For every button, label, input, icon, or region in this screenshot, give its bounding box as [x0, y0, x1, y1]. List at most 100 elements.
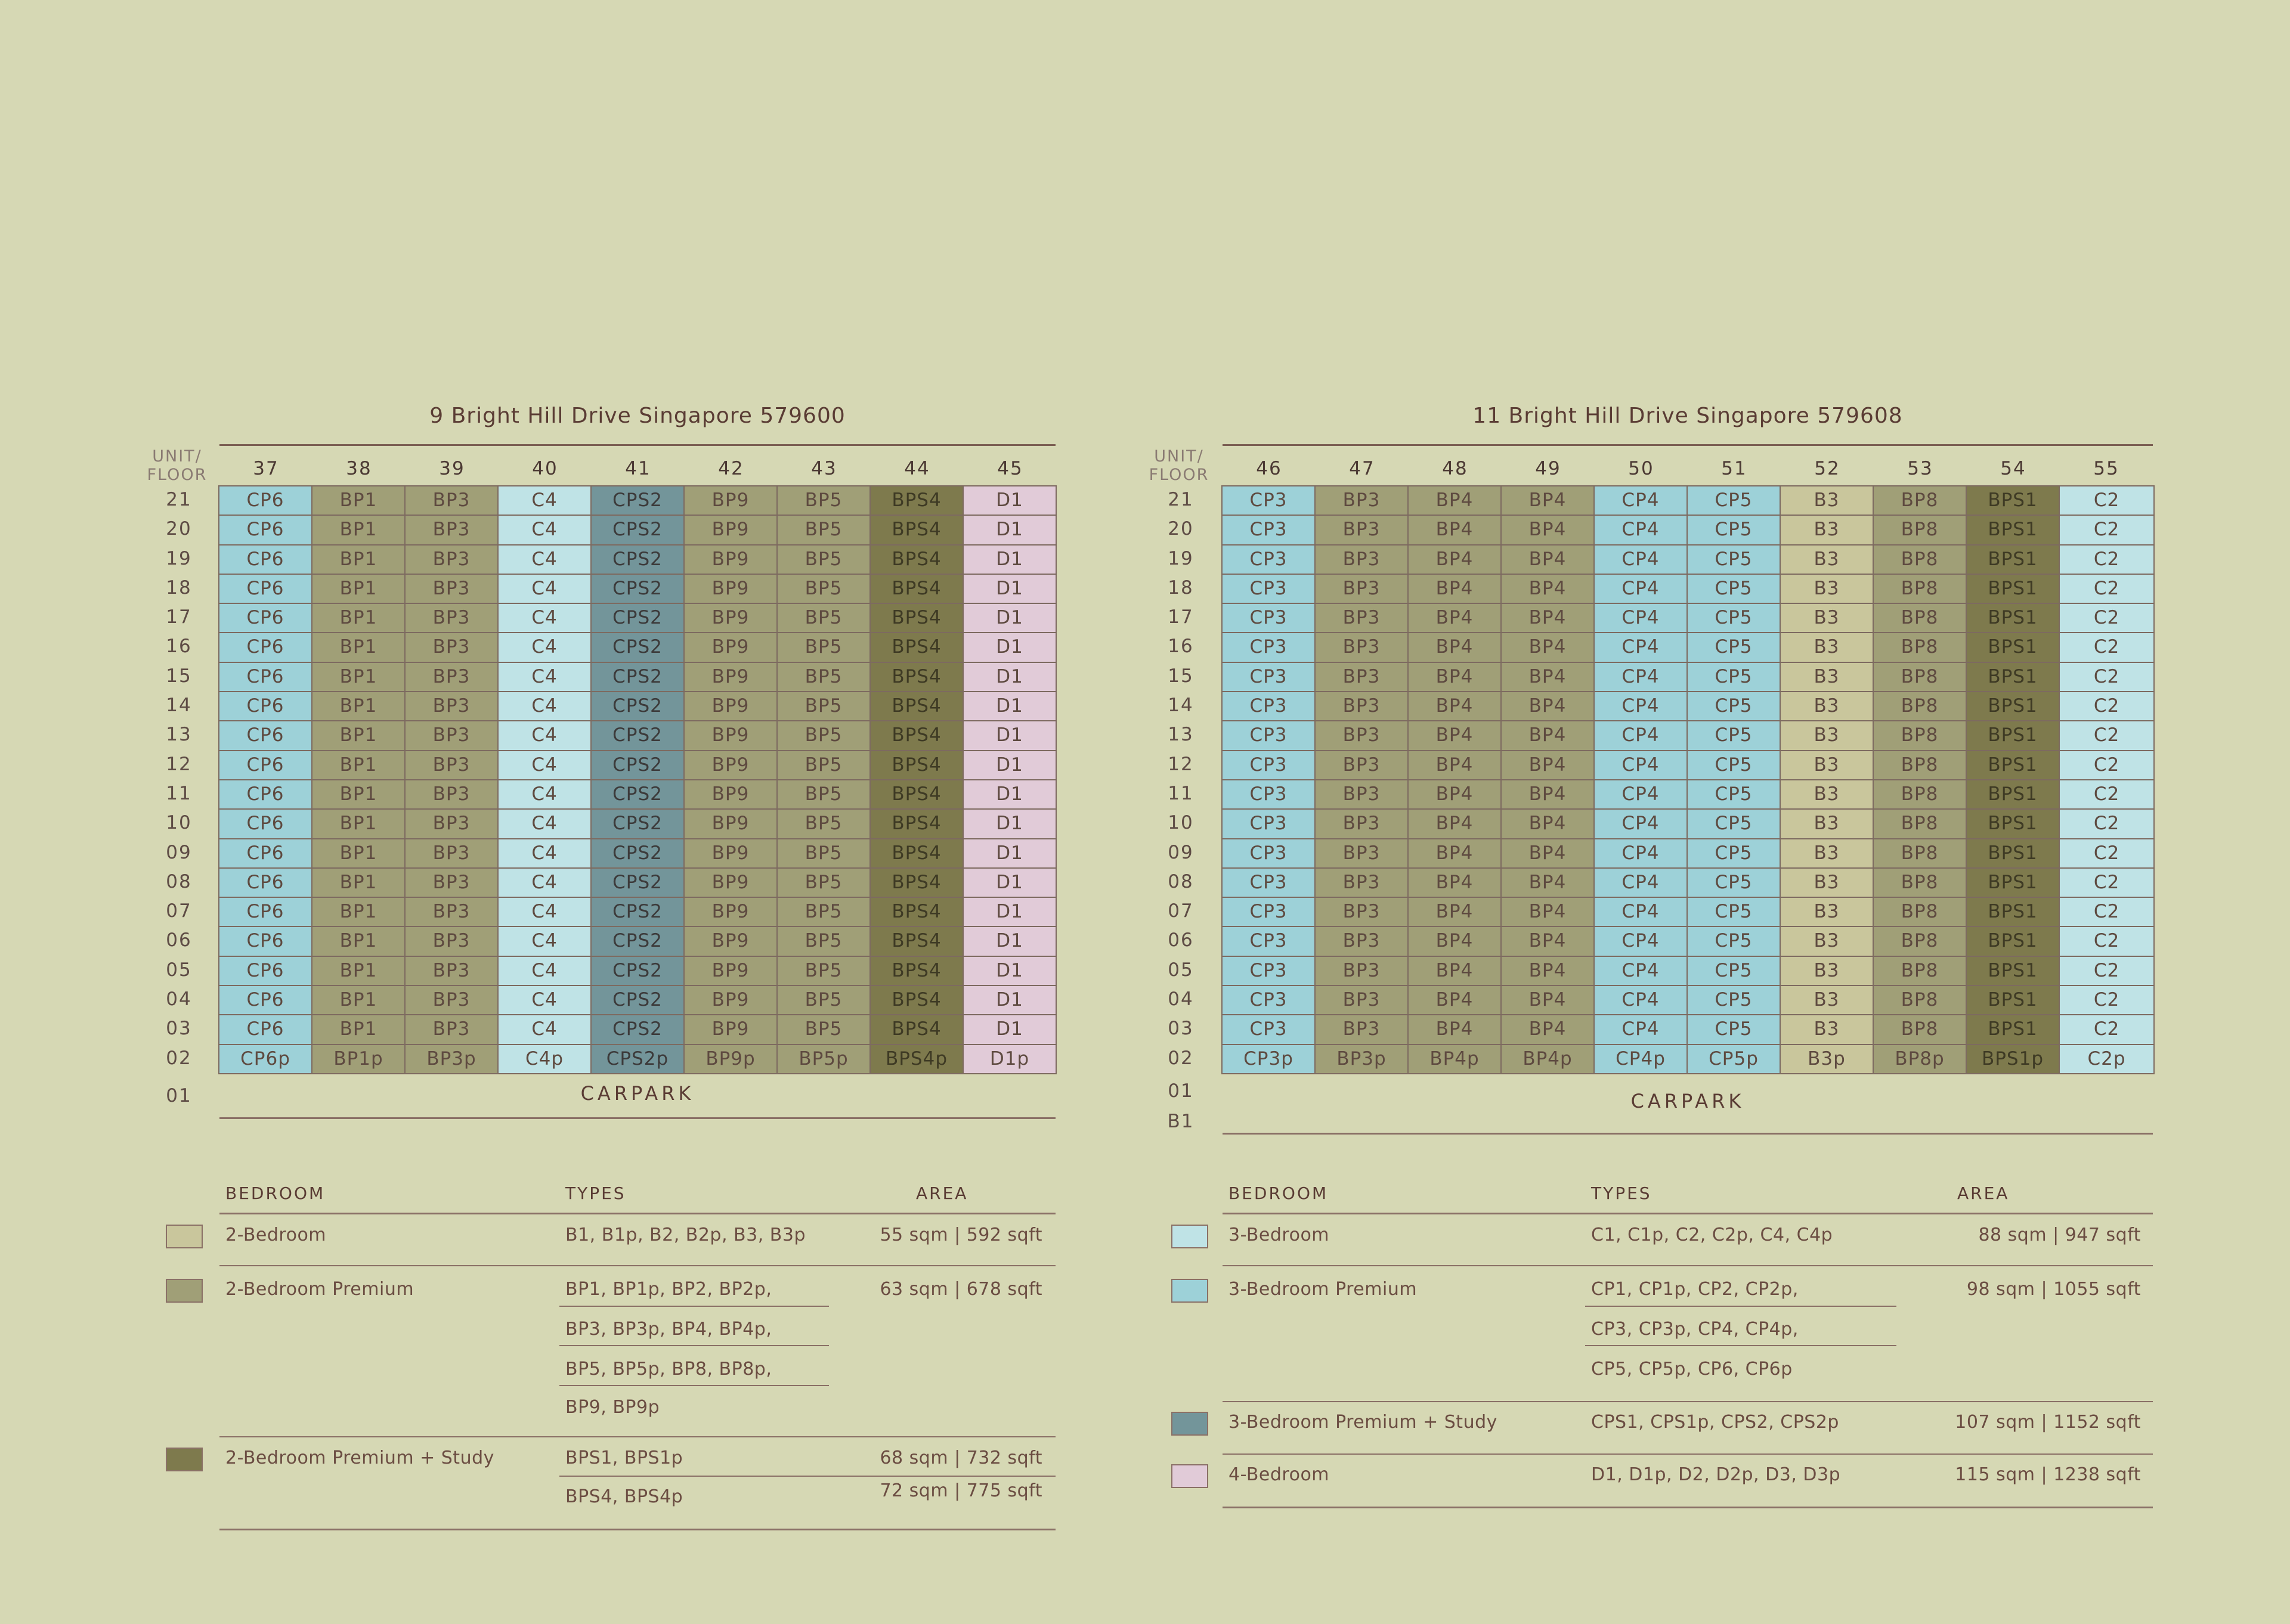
legend-area: 55 sqm | 592 sqft [880, 1225, 1042, 1245]
unit-cell: CPS2 [592, 780, 685, 810]
unit-number-53: 53 [1907, 458, 1933, 479]
unit-cell: BP4 [1409, 839, 1502, 869]
unit-cell: BP8 [1874, 956, 1967, 987]
unit-cell: CP3 [1223, 780, 1316, 810]
legend-types: CPS1, CPS1p, CPS2, CPS2p [1591, 1412, 1839, 1433]
floor-label-10: 10 [166, 812, 192, 834]
floor-label-09: 09 [1168, 841, 1194, 863]
unit-cell: C2 [2060, 692, 2153, 722]
unit-cell: BPS1 [1967, 986, 2060, 1016]
legend-row-rule [1223, 1265, 2153, 1266]
unit-cell: C2 [2060, 868, 2153, 898]
unit-cell: B3 [1781, 545, 1874, 575]
unit-cell: BP3 [1316, 839, 1409, 869]
unit-cell: BP3 [1316, 1015, 1409, 1045]
building-title: 11 Bright Hill Drive Singapore 579608 [1472, 404, 1903, 428]
unit-number-49: 49 [1535, 458, 1561, 479]
unit-cell: BP9 [685, 604, 778, 634]
unit-cell: C4 [499, 927, 592, 957]
unit-cell: C2 [2060, 574, 2153, 605]
unit-number-39: 39 [439, 458, 465, 479]
unit-cell: D1 [964, 927, 1056, 957]
unit-cell: C4 [499, 721, 592, 751]
unit-cell: CP3 [1223, 868, 1316, 898]
unit-cell: BP1 [312, 956, 406, 987]
unit-cell: D1 [964, 633, 1056, 663]
unit-cell: BP4 [1409, 780, 1502, 810]
unit-cell: C2 [2060, 516, 2153, 546]
carpark-rule [1223, 1133, 2153, 1135]
floor-label-07: 07 [166, 900, 192, 922]
unit-cell: BP3 [406, 868, 499, 898]
unit-cell: BPS1 [1967, 927, 2060, 957]
unit-cell: BP5 [778, 839, 871, 869]
legend-bedroom: 2-Bedroom Premium [225, 1279, 414, 1300]
unit-cell: B3 [1781, 516, 1874, 546]
unit-cell: CP6 [219, 810, 312, 839]
legend-bedroom: 3-Bedroom Premium [1228, 1279, 1418, 1300]
unit-cell: BP8 [1874, 486, 1967, 516]
legend-bottom-rule [1223, 1507, 2153, 1508]
floor-label-17: 17 [1168, 606, 1194, 628]
unit-cell: BPS1 [1967, 692, 2060, 722]
unit-cell: CP4 [1595, 721, 1688, 751]
unit-cell: BPS4 [871, 1015, 964, 1045]
unit-cell: BP9 [685, 721, 778, 751]
legend-types: CP3, CP3p, CP4, CP4p, [1591, 1319, 1799, 1340]
unit-cell: D1 [964, 810, 1056, 839]
unit-cell: CPS2 [592, 633, 685, 663]
floor-label-15: 15 [166, 665, 192, 687]
floor-label-20: 20 [166, 518, 192, 540]
unit-cell: BP9 [685, 810, 778, 839]
unit-cell: CPS2 [592, 898, 685, 928]
unit-number-40: 40 [532, 458, 558, 479]
unit-cell: BP1 [312, 633, 406, 663]
legend-subrule [559, 1306, 829, 1307]
floor-labels: 21 20 19 18 17 16 15 14 13 12 11 10 09 08 07 06 05 04 03 02 [143, 485, 215, 1073]
legend-area: 63 sqm | 678 sqft [880, 1279, 1042, 1300]
legend-types: B1, B1p, B2, B2p, B3, B3p [565, 1225, 806, 1245]
unit-cell: CP5 [1688, 721, 1781, 751]
unit-cell: B3 [1781, 721, 1874, 751]
unit-cell: B3 [1781, 956, 1874, 987]
unit-cell: CP5 [1688, 545, 1781, 575]
carpark-label: CARPARK [580, 1082, 695, 1105]
unit-cell: BP9 [685, 751, 778, 780]
unit-cell: BP4 [1409, 574, 1502, 605]
unit-cell: BP8 [1874, 574, 1967, 605]
unit-number-37: 37 [253, 458, 279, 479]
unit-number-42: 42 [718, 458, 744, 479]
legend-header-rule [219, 1213, 1056, 1214]
unit-cell: CP5 [1688, 927, 1781, 957]
unit-cell: BP8 [1874, 721, 1967, 751]
unit-cell: BP1 [312, 604, 406, 634]
unit-cell: BP1 [312, 721, 406, 751]
unit-cell: C4 [499, 1015, 592, 1045]
unit-cell: C2p [2060, 1045, 2153, 1073]
unit-cell: BP3 [1316, 868, 1409, 898]
unit-cell: CP4 [1595, 927, 1688, 957]
unit-cell: CP6 [219, 516, 312, 546]
legend-header-area: AREA [1957, 1183, 2010, 1203]
legend-header-types: TYPES [1591, 1183, 1652, 1203]
legend-types: BP9, BP9p [565, 1397, 660, 1418]
unit-cell: CPS2 [592, 839, 685, 869]
unit-cell: BP3 [1316, 898, 1409, 928]
unit-cell: BPS4 [871, 927, 964, 957]
floor-label-03: 03 [1168, 1018, 1194, 1040]
unit-cell: D1 [964, 1015, 1056, 1045]
unit-cell: BP1 [312, 927, 406, 957]
floor-label: FLOOR [1149, 466, 1209, 484]
unit-cell: CPS2 [592, 751, 685, 780]
unit-cell: BP4 [1502, 574, 1595, 605]
unit-cell: CPS2 [592, 927, 685, 957]
legend-types: D1, D1p, D2, D2p, D3, D3p [1591, 1464, 1841, 1485]
unit-cell: D1 [964, 545, 1056, 575]
unit-cell: BPS4 [871, 574, 964, 605]
unit-cell: CP5 [1688, 516, 1781, 546]
unit-cell: BP3 [1316, 721, 1409, 751]
unit-cell: BP4 [1409, 633, 1502, 663]
unit-cell: C2 [2060, 1015, 2153, 1045]
title-rule [219, 444, 1056, 446]
unit-cell: D1 [964, 751, 1056, 780]
